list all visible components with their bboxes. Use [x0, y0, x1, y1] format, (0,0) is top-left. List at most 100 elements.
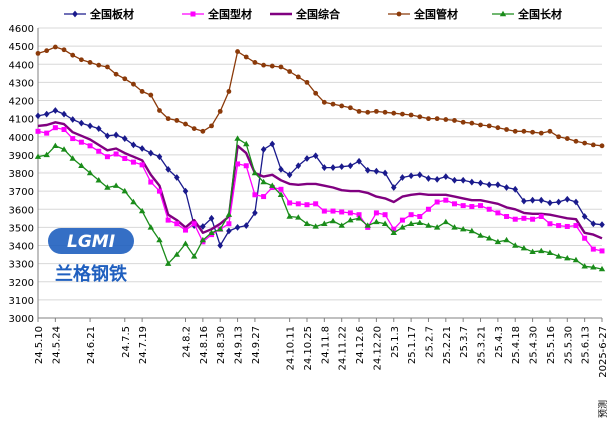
data-point [390, 229, 397, 236]
data-point [269, 63, 275, 69]
data-point [556, 223, 562, 229]
data-point [599, 248, 605, 254]
x-tick-label: 24.12.6 [355, 326, 366, 364]
data-point [590, 220, 597, 228]
data-point [78, 139, 84, 145]
data-point [365, 109, 371, 115]
data-point [190, 253, 198, 259]
data-point [486, 181, 492, 189]
watermark: LGMI 兰格钢铁 [48, 228, 134, 285]
data-point [269, 140, 276, 148]
data-point [313, 90, 319, 96]
data-point [208, 229, 215, 236]
data-point [478, 203, 484, 209]
y-tick-label: 4200 [9, 97, 34, 108]
grid [38, 27, 602, 319]
data-point [434, 116, 440, 122]
data-point [521, 215, 527, 221]
data-point [174, 221, 180, 227]
data-point [373, 210, 379, 216]
data-point [52, 142, 59, 149]
y-tick-label: 3700 [9, 187, 34, 198]
data-point [260, 146, 267, 153]
data-point [564, 136, 570, 141]
data-point [156, 153, 163, 161]
data-point [96, 148, 102, 154]
data-point [35, 112, 41, 120]
data-point [408, 172, 414, 180]
data-point [374, 108, 379, 114]
data-point [182, 187, 189, 195]
data-point [547, 221, 553, 227]
data-point [321, 208, 327, 214]
data-point [174, 174, 180, 181]
data-point [61, 127, 67, 132]
x-tick-label: 24.11.22 [338, 326, 349, 371]
data-point [373, 218, 380, 225]
x-tick-label: 25.5.16 [546, 326, 557, 364]
data-point [251, 169, 259, 176]
series-2 [37, 121, 603, 240]
data-point [391, 110, 397, 116]
data-point [243, 140, 250, 147]
data-point [477, 232, 484, 238]
x-tick-label: 24.9.13 [234, 326, 245, 364]
data-point [139, 145, 145, 152]
data-point [521, 128, 527, 134]
data-point [235, 49, 240, 54]
data-point [105, 64, 110, 70]
data-point [225, 211, 233, 217]
data-point [226, 221, 232, 227]
data-point [243, 54, 249, 60]
data-point [416, 219, 423, 226]
x-tick-label: 24.8.16 [199, 326, 210, 364]
y-tick-label: 3900 [9, 151, 34, 162]
y-tick-label: 3000 [9, 314, 34, 325]
data-point [443, 173, 449, 181]
data-point [538, 130, 544, 136]
data-point [469, 204, 475, 210]
data-point [582, 235, 588, 241]
data-point [347, 210, 353, 216]
data-point [382, 212, 388, 218]
data-point [130, 141, 137, 149]
data-point [113, 151, 119, 157]
data-point [477, 179, 484, 187]
data-point [69, 155, 76, 161]
data-point [425, 206, 431, 212]
data-point [338, 163, 345, 171]
data-point [547, 199, 553, 207]
x-tick-label: 25.4.18 [511, 326, 522, 364]
data-point [183, 121, 188, 127]
data-point [95, 125, 102, 132]
legend-swatch-marker [190, 11, 196, 17]
x-tick-label: 24.5.24 [51, 326, 62, 364]
data-point [87, 143, 93, 149]
data-point [234, 223, 241, 231]
data-point [321, 220, 328, 226]
data-point [564, 195, 571, 203]
data-point [104, 154, 110, 160]
data-point [287, 69, 293, 74]
data-point [504, 214, 510, 219]
data-point [269, 182, 276, 188]
data-point [468, 227, 476, 234]
data-point [599, 143, 605, 149]
data-point [199, 236, 207, 243]
data-point [183, 227, 189, 233]
data-point [174, 118, 180, 123]
data-point [469, 178, 475, 186]
x-tick-label: 24.9.27 [251, 326, 262, 364]
data-point [382, 109, 388, 115]
y-tick-label: 3200 [9, 278, 34, 289]
data-point [469, 120, 475, 126]
data-point [295, 214, 302, 220]
data-point [581, 213, 588, 220]
y-tick-label: 4300 [9, 78, 34, 89]
data-point [443, 197, 449, 203]
data-point [226, 89, 232, 94]
data-point [104, 184, 111, 190]
data-point [581, 263, 588, 269]
data-point [295, 74, 301, 80]
data-point [338, 222, 345, 228]
